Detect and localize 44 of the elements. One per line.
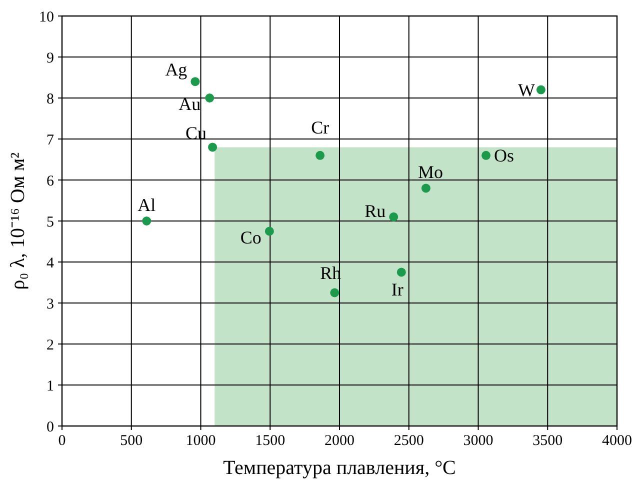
- point: [330, 288, 340, 298]
- y-tick-label: 2: [46, 337, 54, 354]
- annotation: Ru: [364, 200, 386, 221]
- annotation: Au: [178, 94, 201, 114]
- annotation: Cr: [311, 117, 330, 138]
- point: [205, 94, 214, 102]
- x-tick-label: 500: [120, 433, 143, 449]
- y-tick-label: 7: [46, 132, 54, 148]
- point: [190, 77, 200, 86]
- y-tick-label: 4: [46, 255, 54, 272]
- annotation: Ir: [391, 279, 404, 300]
- point: [421, 184, 430, 193]
- point: [482, 150, 491, 160]
- x-tick-label: 2000: [324, 433, 354, 449]
- point: [389, 212, 398, 222]
- annotation: Os: [494, 145, 514, 166]
- x-tick-label: 4000: [602, 433, 632, 449]
- annotation: Mo: [418, 162, 443, 182]
- x-tick-label: 1000: [186, 433, 216, 449]
- x-tick-label: 3500: [532, 433, 563, 449]
- x-axis-title: Температура плавления, °C: [223, 457, 456, 479]
- x-tick-label: 3000: [463, 433, 494, 449]
- y-tick-label: 0: [46, 419, 54, 436]
- annotation: Al: [138, 195, 156, 215]
- y-tick-label: 3: [46, 296, 54, 312]
- x-tick-label: 1500: [255, 433, 286, 449]
- point: [536, 85, 546, 94]
- x-tick-label: 0: [58, 433, 66, 449]
- y-tick-label: 10: [39, 9, 54, 26]
- y-tick-label: 8: [46, 91, 54, 108]
- y-tick-label: 9: [46, 50, 54, 66]
- y-tick-label: 1: [46, 378, 54, 394]
- annotation: Ag: [165, 60, 188, 80]
- point: [142, 216, 152, 226]
- y-axis-title: ρ₀ λ, 10⁻¹⁶ Ом м²: [7, 152, 29, 290]
- x-tick-label: 2500: [394, 433, 424, 449]
- annotation: Co: [240, 227, 262, 248]
- y-tick-label: 5: [46, 214, 54, 230]
- point: [316, 150, 325, 160]
- point: [208, 142, 218, 152]
- y-tick-label: 6: [46, 173, 54, 190]
- point: [396, 268, 406, 277]
- annotation: W: [518, 80, 535, 100]
- point: [264, 226, 274, 236]
